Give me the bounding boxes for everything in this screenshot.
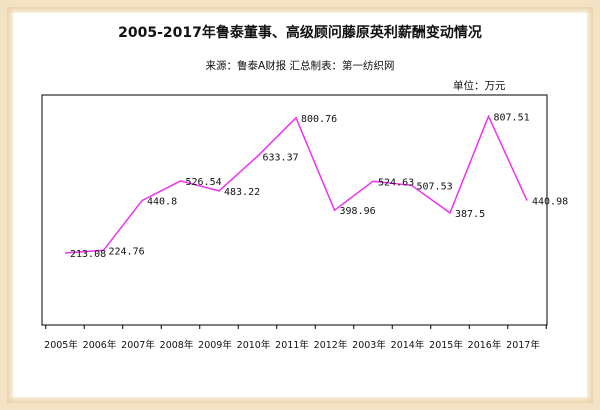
- series-layer: [64, 114, 528, 254]
- x-tick-label: 2006年: [83, 339, 117, 351]
- x-tick-label: 2011年: [275, 339, 309, 351]
- data-label: 224.76: [109, 246, 145, 257]
- data-label: 800.76: [301, 114, 337, 125]
- x-tick-label: 2016年: [468, 339, 502, 351]
- x-tick-label: 2012年: [314, 339, 348, 351]
- data-label: 807.51: [494, 112, 530, 123]
- data-label: 524.63: [378, 177, 414, 188]
- series-line: [64, 114, 528, 254]
- data-label: 440.8: [147, 197, 177, 208]
- data-label: 440.98: [532, 197, 568, 208]
- x-tick-label: 2003年: [352, 339, 386, 351]
- x-tick-label: 2009年: [198, 339, 232, 351]
- x-tick-label: 2007年: [121, 339, 155, 351]
- data-label: 398.96: [340, 206, 376, 217]
- x-tick-labels: 2005年 2006年 2007年 2008年 2009年 2010年 2011年 2012年…: [44, 339, 540, 351]
- data-label: 213.08: [70, 249, 106, 260]
- x-tick-label: 2008年: [160, 339, 194, 351]
- x-tick-label: 2015年: [429, 339, 463, 351]
- x-tick-label: 2005年: [44, 339, 78, 351]
- x-axis: [45, 325, 547, 329]
- x-tick-label: 2014年: [391, 339, 425, 351]
- data-label: 526.54: [186, 177, 222, 188]
- data-label: 633.37: [263, 152, 299, 163]
- x-tick-label: 2017年: [506, 339, 540, 351]
- unit-label: 单位：万元: [453, 80, 506, 92]
- data-label: 507.53: [417, 181, 453, 192]
- plot-area: [41, 94, 548, 326]
- data-label: 387.5: [455, 209, 485, 220]
- x-tick-label: 2010年: [237, 339, 271, 351]
- chart-title: 2005-2017年鲁泰董事、高级顾问藤原英利薪酬变动情况: [118, 25, 482, 41]
- chart-source-note: 来源：鲁泰A财报 汇总制表：第一纺织网: [205, 60, 395, 72]
- data-label: 483.22: [224, 187, 260, 198]
